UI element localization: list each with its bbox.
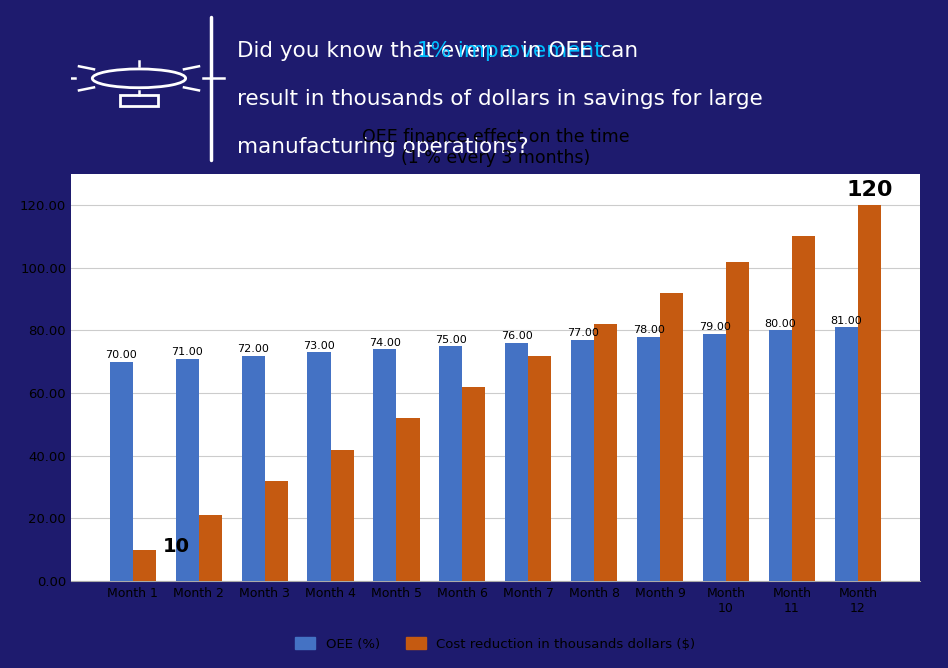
Bar [242,355,264,581]
Bar [505,343,528,581]
Bar [175,359,199,581]
Text: 81.00: 81.00 [830,316,863,326]
Text: in OEE can: in OEE can [515,41,638,61]
Bar [660,293,684,581]
Bar [199,515,222,581]
Text: 78.00: 78.00 [632,325,665,335]
Bar [858,205,881,581]
Bar [769,331,792,581]
Text: 74.00: 74.00 [369,338,401,348]
Bar [110,362,133,581]
Text: Did you know that even a: Did you know that even a [237,41,527,61]
Bar [374,349,396,581]
Text: manufacturing operations?: manufacturing operations? [237,136,528,156]
Bar [463,387,485,581]
Text: 70.00: 70.00 [105,350,137,360]
Text: 71.00: 71.00 [172,347,203,357]
Bar [133,550,155,581]
Text: 76.00: 76.00 [501,331,533,341]
Bar [594,324,617,581]
Text: 80.00: 80.00 [765,319,796,329]
Bar [264,481,287,581]
Bar [835,327,858,581]
Bar [792,236,815,581]
Bar [637,337,660,581]
Legend: OEE (%), Cost reduction in thousands dollars ($): OEE (%), Cost reduction in thousands dol… [290,632,701,656]
Bar [307,353,331,581]
Title: OEE finance effect on the time
(1 % every 3 months): OEE finance effect on the time (1 % ever… [361,128,629,167]
Bar [571,340,594,581]
Bar [331,450,354,581]
Bar [528,355,552,581]
Text: 77.00: 77.00 [567,328,598,338]
Text: 1% improvement: 1% improvement [417,41,603,61]
Bar [726,262,749,581]
Text: 79.00: 79.00 [699,322,731,332]
Text: 75.00: 75.00 [435,335,466,345]
Bar [439,346,463,581]
Text: 120: 120 [847,180,893,200]
Text: 73.00: 73.00 [303,341,335,351]
Text: result in thousands of dollars in savings for large: result in thousands of dollars in saving… [237,89,762,109]
Bar [703,333,726,581]
Text: 72.00: 72.00 [237,344,269,354]
Bar [396,418,420,581]
Text: 10: 10 [163,537,190,556]
